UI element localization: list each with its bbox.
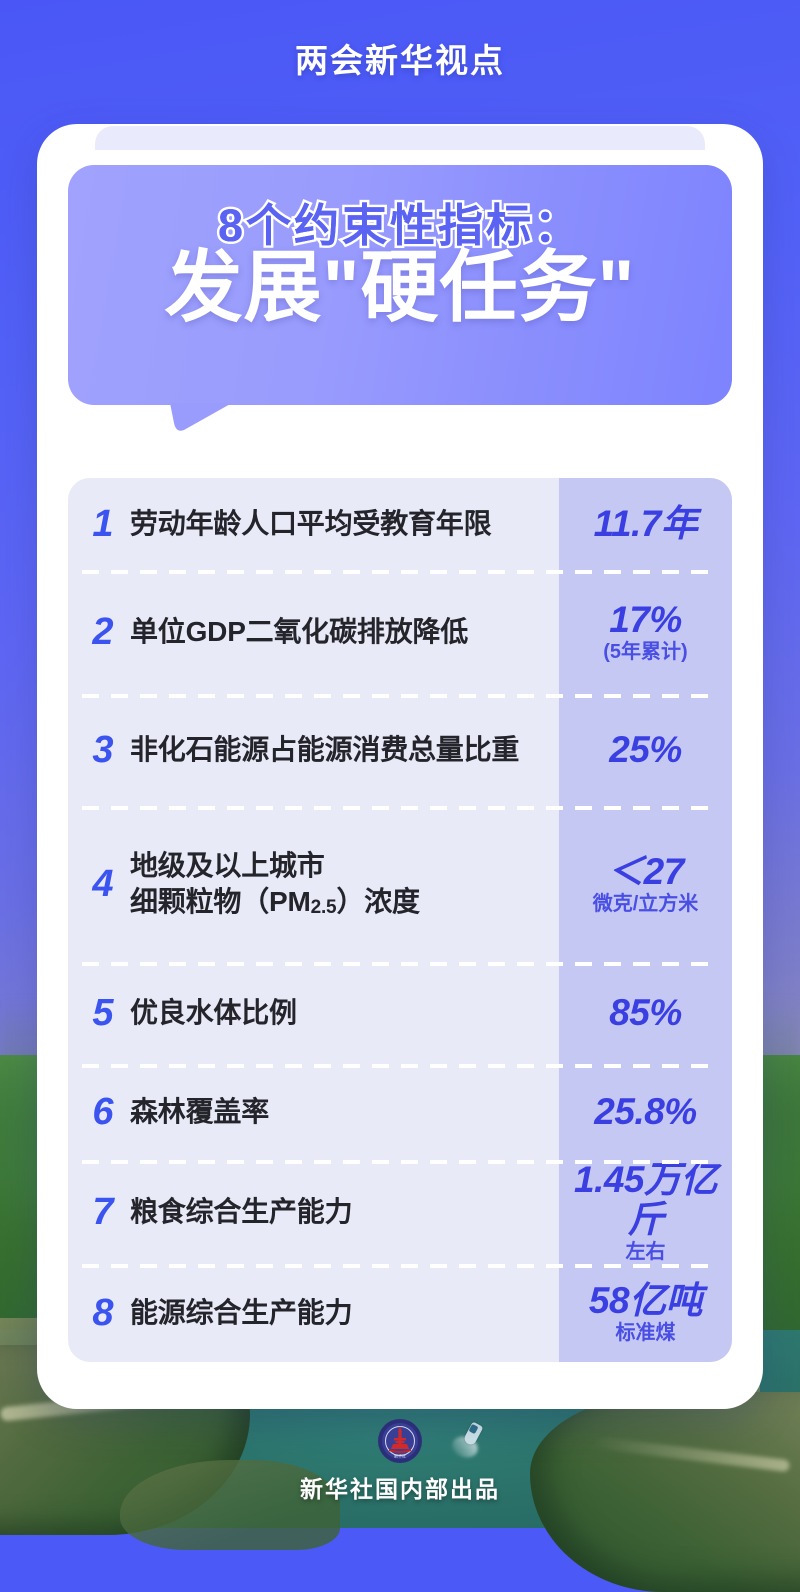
row-value-note: 标准煤 [615,1322,676,1345]
indicator-rows: 1 劳动年龄人口平均受教育年限 11.7年 2 单位GDP二氧化碳排放降低 17… [68,478,732,1362]
row-label-cell: 2 单位GDP二氧化碳排放降低 [68,613,559,651]
row-value: ＜27 [607,850,684,892]
svg-text:新华社: 新华社 [394,1453,406,1459]
row-value-cell: 11.7年 [559,504,732,544]
row-text-subscript: 2.5 [310,896,337,918]
row-value-cell: 85% [559,993,732,1033]
row-number: 2 [92,611,114,653]
row-label-cell: 6 森林覆盖率 [68,1093,559,1131]
row-label-cell: 8 能源综合生产能力 [68,1294,559,1332]
value-column-background [559,478,732,1362]
table-row: 7 粮食综合生产能力 1.45万亿斤 左右 [68,1158,732,1265]
row-value-cell: 58亿吨 标准煤 [559,1279,732,1346]
row-value-cell: ＜27 微克/立方米 [559,850,732,917]
row-number: 7 [92,1191,114,1233]
row-text-line2-post: ）浓度 [336,885,420,917]
table-row: 3 非化石能源占能源消费总量比重 25% [68,694,732,806]
title-bubble: 8个约束性指标： 8个约束性指标： 发展"硬任务" [68,165,732,405]
row-label-cell: 4 地级及以上城市 细颗粒物（PM2.5）浓度 [68,848,559,920]
table-row: 1 劳动年龄人口平均受教育年限 11.7年 [68,478,732,570]
row-text-line2-pre: 细颗粒物（PM [130,885,311,917]
row-value-cell: 25.8% [559,1092,732,1132]
row-value: 85% [609,992,682,1034]
row-value-cell: 25% [559,730,732,770]
row-value: 58亿吨 [588,1279,703,1321]
table-row: 2 单位GDP二氧化碳排放降低 17% (5年累计) [68,570,732,694]
row-label-cell: 5 优良水体比例 [68,994,559,1032]
table-row: 5 优良水体比例 85% [68,962,732,1064]
footer: 新华社 新华社国内部出品 [0,1418,800,1504]
row-text: 能源综合生产能力 [130,1297,353,1329]
row-label-cell: 1 劳动年龄人口平均受教育年限 [68,505,559,543]
row-text: 非化石能源占能源消费总量比重 [130,734,520,766]
row-value-note: 左右 [625,1241,666,1264]
xinhua-emblem-icon: 新华社 [377,1418,423,1464]
row-label-cell: 3 非化石能源占能源消费总量比重 [68,731,559,769]
card-top-sliver [95,126,705,150]
title-line-1: 8个约束性指标： [215,198,583,254]
title-line-2: 发展"硬任务" [164,243,636,331]
row-value-note: 微克/立方米 [592,893,699,916]
title-line-1-fill: 8个约束性指标： [217,200,583,251]
header: 两会新华视点 [0,34,800,82]
row-number: 5 [92,992,114,1034]
row-number: 4 [92,862,114,905]
row-value-cell: 1.45万亿斤 左右 [559,1158,732,1265]
footer-text: 新华社国内部出品 [300,1476,500,1502]
row-value: 25% [609,729,682,771]
row-value-note: (5年累计) [603,641,688,664]
header-title: 两会新华视点 [295,42,505,79]
table-row: 4 地级及以上城市 细颗粒物（PM2.5）浓度 ＜27 微克/立方米 [68,806,732,962]
row-text: 地级及以上城市 细颗粒物（PM2.5）浓度 [130,848,420,920]
row-number: 3 [92,729,114,771]
row-value: 1.45万亿斤 [573,1158,718,1240]
indicator-table: 1 劳动年龄人口平均受教育年限 11.7年 2 单位GDP二氧化碳排放降低 17… [68,478,732,1362]
row-number: 6 [92,1091,114,1133]
row-label-cell: 7 粮食综合生产能力 [68,1193,559,1231]
row-text: 优良水体比例 [130,997,297,1029]
row-value-cell: 17% (5年累计) [559,598,732,665]
row-number: 1 [92,503,114,545]
row-value: 25.8% [594,1091,697,1133]
speech-bubble-tail-icon [170,403,232,431]
row-text: 森林覆盖率 [130,1096,270,1128]
row-text: 单位GDP二氧化碳排放降低 [130,616,469,648]
row-text-line1: 地级及以上城市 [130,849,325,881]
row-value: 11.7年 [593,503,698,545]
row-text: 劳动年龄人口平均受教育年限 [130,508,492,540]
row-value: 17% [609,598,682,640]
table-row: 8 能源综合生产能力 58亿吨 标准煤 [68,1264,732,1362]
row-text: 粮食综合生产能力 [130,1196,353,1228]
row-number: 8 [92,1292,114,1334]
table-row: 6 森林覆盖率 25.8% [68,1064,732,1160]
